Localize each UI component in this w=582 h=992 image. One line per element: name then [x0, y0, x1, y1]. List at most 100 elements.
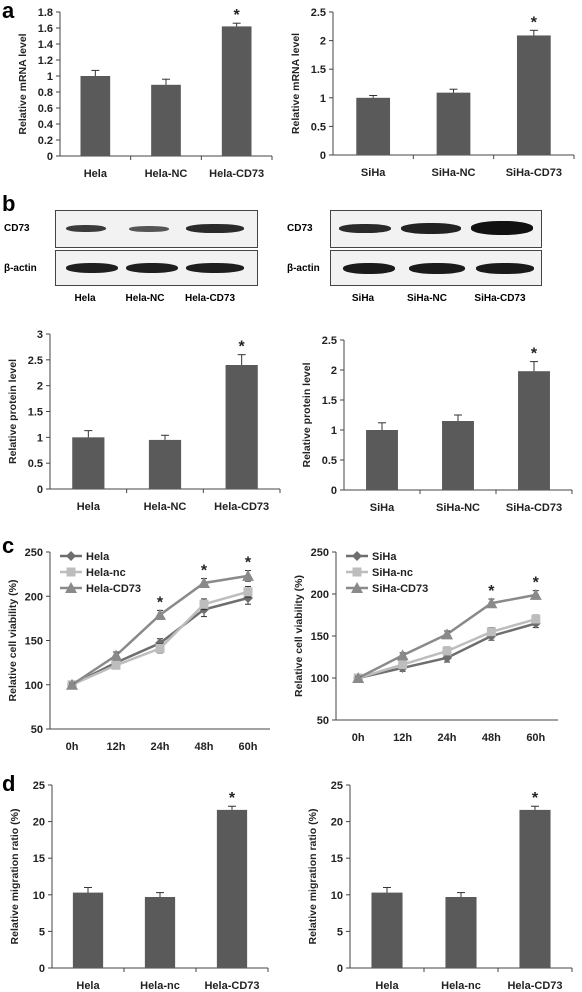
x-tick-label: 60h — [239, 741, 258, 753]
blot-left-row-actin: β-actin — [4, 263, 37, 274]
point — [111, 660, 121, 670]
y-tick-label: 150 — [25, 636, 43, 648]
legend-label: SiHa-nc — [372, 567, 413, 579]
y-axis-label: Relative mRNA level — [17, 33, 29, 134]
chart-a-right: 0 0.5 1 1.5 2 2.5 Relative mRNA level SiHa SiHa-… — [290, 7, 575, 179]
y-tick-label: 0.5 — [311, 121, 326, 133]
point — [242, 569, 254, 581]
y-tick-label: 10 — [331, 890, 343, 902]
y-tick-label: 0 — [320, 150, 326, 162]
y-tick-label: 200 — [25, 591, 43, 603]
y-tick-label: 250 — [25, 547, 43, 559]
point — [352, 551, 362, 561]
bar — [221, 26, 252, 157]
point — [398, 660, 408, 670]
band — [343, 263, 395, 274]
chart-c-right: 50 100 150 200 250 Relative cell viability (%… — [293, 547, 558, 744]
x-tick-label: Hela-nc — [140, 980, 180, 992]
y-tick-label: 100 — [25, 680, 43, 692]
y-tick-label: 2.5 — [322, 335, 337, 347]
x-tick-label: 48h — [482, 732, 501, 744]
significance-marker: * — [531, 346, 538, 363]
band — [129, 226, 169, 232]
significance-marker: * — [532, 790, 539, 807]
band — [476, 263, 534, 274]
point — [351, 582, 363, 593]
x-tick-label: Hela-CD73 — [507, 980, 562, 992]
significance-marker: * — [229, 790, 236, 807]
x-tick-label: Hela-CD73 — [209, 168, 264, 180]
blot-right-lane-3: SiHa-CD73 — [474, 293, 526, 304]
y-tick-label: 0.4 — [38, 119, 54, 131]
y-tick-label: 3 — [37, 329, 43, 341]
legend-label: Hela-CD73 — [86, 583, 141, 595]
significance-marker: * — [157, 594, 164, 611]
y-tick-label: 250 — [311, 547, 329, 559]
point — [442, 646, 452, 656]
point — [352, 567, 362, 577]
band — [339, 224, 391, 233]
x-tick-label: Hela — [76, 980, 100, 992]
y-tick-label: 20 — [331, 817, 343, 829]
chart-c-left: 50 100 150 200 250 Relative cell viability (%… — [7, 547, 270, 753]
x-tick-label: Hela-nc — [441, 980, 481, 992]
y-tick-label: 50 — [317, 715, 329, 727]
legend-label: SiHa — [372, 551, 397, 563]
chart-b-left: 0 0.5 1 1.5 2 2.5 3 Relative protein level Hela H… — [7, 329, 281, 513]
bar — [225, 365, 258, 489]
x-tick-label: 24h — [151, 741, 170, 753]
band — [186, 224, 244, 233]
y-tick-label: 2.5 — [311, 7, 326, 19]
x-tick-label: 12h — [393, 732, 412, 744]
y-axis-label: Relative protein level — [301, 362, 313, 467]
point — [110, 649, 122, 661]
y-tick-label: 1 — [320, 93, 326, 105]
point — [243, 587, 253, 597]
y-tick-label: 0 — [331, 485, 337, 497]
blot-right-cd73-strip — [330, 210, 542, 248]
x-tick-label: 24h — [438, 732, 457, 744]
point — [396, 649, 409, 661]
bar — [216, 809, 248, 968]
y-tick-label: 1.5 — [322, 395, 337, 407]
band — [401, 223, 461, 234]
bar — [148, 439, 182, 489]
y-tick-label: 0.8 — [38, 87, 53, 99]
x-tick-label: Hela — [375, 980, 399, 992]
panel-letter-d: d — [2, 771, 16, 796]
y-tick-label: 1.8 — [38, 7, 53, 19]
y-tick-label: 1.5 — [28, 407, 43, 419]
blot-right-lane-2: SiHa-NC — [406, 293, 447, 304]
point — [199, 599, 209, 609]
chart-b-right: 0 0.5 1 1.5 2 2.5 Relative protein level SiHa Si… — [301, 335, 573, 514]
blot-right-row-actin: β-actin — [287, 263, 320, 274]
y-axis-label: Relative migration ratio (%) — [9, 809, 21, 945]
y-tick-label: 200 — [311, 589, 329, 601]
band — [126, 263, 178, 273]
point — [485, 597, 498, 609]
significance-marker: * — [201, 563, 208, 580]
y-tick-label: 0.5 — [322, 455, 337, 467]
y-tick-label: 1.5 — [311, 64, 326, 76]
y-tick-label: 2 — [320, 36, 326, 48]
x-tick-label: Hela — [84, 168, 108, 180]
y-tick-label: 0 — [47, 151, 53, 163]
y-axis-label: Relative cell viability (%) — [7, 580, 19, 702]
y-axis-label: Relative cell viability (%) — [293, 575, 305, 697]
bar — [519, 809, 551, 968]
x-tick-label: 60h — [526, 732, 545, 744]
y-axis-label: Relative mRNA level — [290, 33, 302, 134]
x-tick-label: 0h — [352, 732, 365, 744]
x-tick-label: SiHa — [370, 502, 395, 514]
point — [66, 551, 76, 561]
y-tick-label: 25 — [331, 780, 343, 792]
bar — [72, 437, 105, 489]
y-tick-label: 0 — [39, 963, 45, 975]
point — [66, 678, 78, 690]
point — [352, 672, 365, 683]
band — [66, 225, 106, 232]
y-tick-label: 5 — [39, 926, 45, 938]
bar — [442, 421, 474, 490]
x-tick-label: SiHa-NC — [436, 502, 480, 514]
x-tick-label: 0h — [66, 741, 79, 753]
